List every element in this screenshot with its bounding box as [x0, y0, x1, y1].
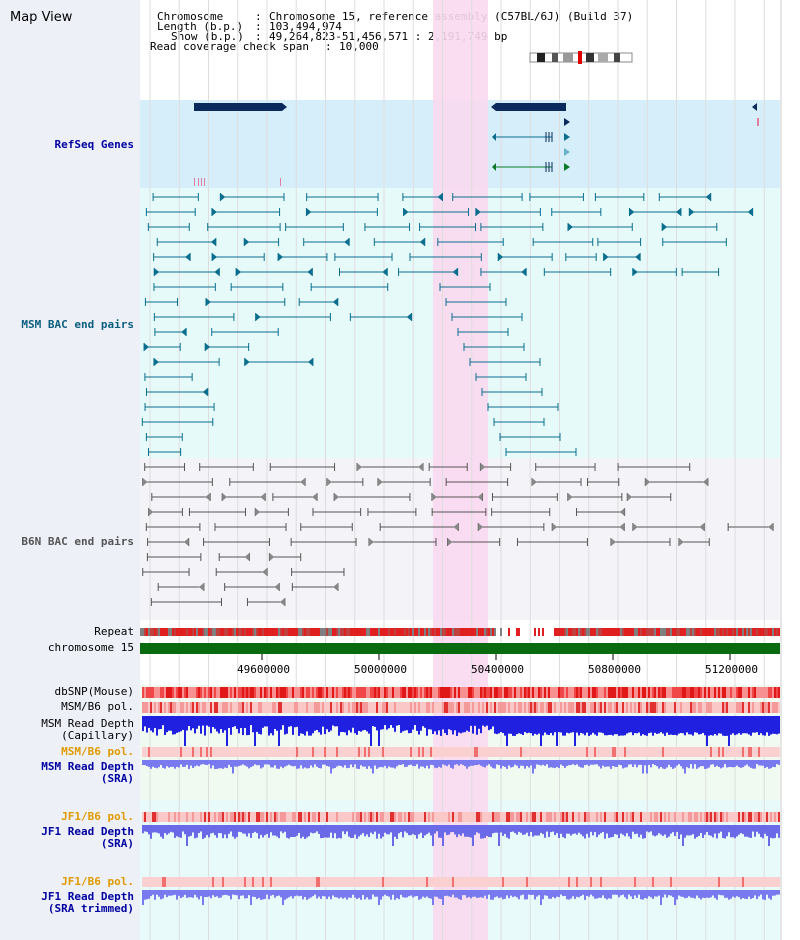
track-label-msm-pol-2[interactable]: MSM/B6 pol.: [61, 745, 134, 758]
refseq-genes[interactable]: [194, 103, 759, 186]
chromosome-bar[interactable]: [140, 643, 780, 654]
msm-b6-pol-track-2[interactable]: [142, 747, 780, 757]
axis-label-3: 50400000: [471, 663, 524, 676]
show-sep: :: [255, 30, 262, 43]
length-value: 103,494,974: [269, 20, 342, 33]
axis-label-2: 50000000: [354, 663, 407, 676]
track-label-jf1-depth-sub: (SRA): [100, 837, 134, 850]
msm-read-depth-sra-track[interactable]: [142, 760, 780, 774]
track-label-msm-depth-sra-sub: (SRA): [100, 772, 134, 785]
show-label: Show (b.p.): [171, 30, 244, 43]
coverage-sep: :: [325, 40, 332, 53]
axis-label-5: 51200000: [705, 663, 758, 676]
track-label-jf1-pol[interactable]: JF1/B6 pol.: [61, 810, 134, 823]
jf1-read-depth-track[interactable]: [142, 825, 780, 846]
selection-highlight[interactable]: [433, 0, 488, 940]
jf1-b6-pol-track-2[interactable]: [142, 877, 780, 887]
coverage-value: 10,000: [339, 40, 379, 53]
track-label-dbsnp[interactable]: dbSNP(Mouse): [54, 685, 134, 698]
msm-bac-end-pairs[interactable]: [141, 193, 754, 456]
dbsnp-track[interactable]: [142, 687, 780, 698]
track-label-jf1-pol-2[interactable]: JF1/B6 pol.: [61, 875, 134, 888]
track-label-jf1-depth[interactable]: JF1 Read Depth: [41, 825, 134, 838]
axis-label-1: 49600000: [237, 663, 290, 676]
left-label-column: [0, 0, 140, 940]
track-label-b6n-bac[interactable]: B6N BAC end pairs: [21, 535, 134, 548]
msm-read-depth-capillary-track[interactable]: [142, 716, 780, 746]
chromosome-label: Chromosome: [157, 10, 224, 23]
track-label-msm-depth-cap[interactable]: MSM Read Depth: [41, 717, 134, 730]
track-label-jf1-depth-tr[interactable]: JF1 Read Depth: [41, 890, 134, 903]
track-label-repeat[interactable]: Repeat: [94, 625, 134, 638]
chromosome-ideogram[interactable]: [529, 51, 633, 64]
coverage-label: Read coverage check span: [150, 40, 309, 53]
track-label-msm-bac[interactable]: MSM BAC end pairs: [21, 318, 134, 331]
axis-ticks: [261, 654, 731, 660]
track-label-msm-pol[interactable]: MSM/B6 pol.: [61, 700, 134, 713]
track-label-chromosome: chromosome 15: [47, 641, 134, 654]
track-label-refseq[interactable]: RefSeq Genes: [54, 138, 134, 151]
jf1-b6-pol-track[interactable]: [142, 812, 780, 822]
length-sep: :: [255, 20, 262, 33]
track-label-jf1-depth-tr-sub: (SRA trimmed): [47, 902, 134, 915]
msm-b6-pol-track[interactable]: [142, 702, 780, 713]
track-label-msm-depth-cap-sub: (Capillary): [61, 729, 134, 742]
length-label: Length (b.p.): [157, 20, 244, 33]
chromosome-sep: :: [255, 10, 262, 23]
track-label-msm-depth-sra[interactable]: MSM Read Depth: [41, 760, 134, 773]
jf1-read-depth-trimmed-track[interactable]: [142, 890, 780, 905]
b6n-bac-end-pairs[interactable]: [142, 463, 774, 606]
map-title: Map View: [10, 10, 73, 25]
repeat-track[interactable]: [140, 628, 780, 636]
axis-label-4: 50800000: [588, 663, 641, 676]
